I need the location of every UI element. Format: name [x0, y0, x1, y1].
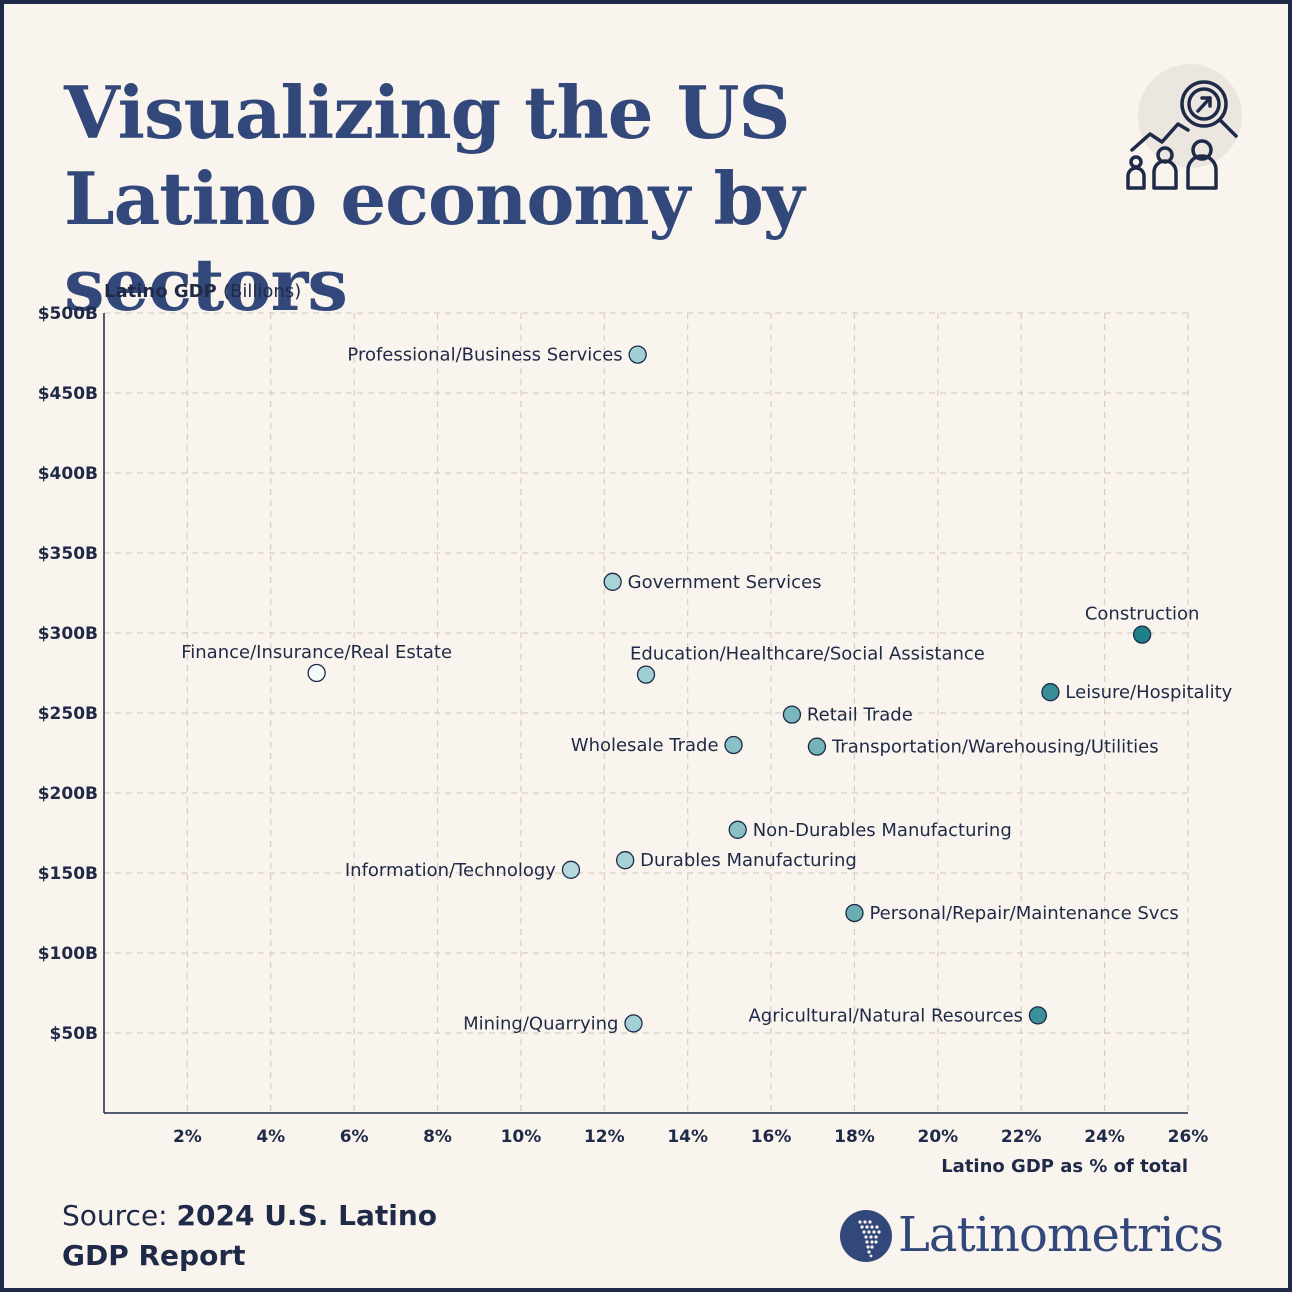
- data-label: Retail Trade: [807, 705, 913, 726]
- data-point: [724, 735, 743, 755]
- data-point: [1132, 625, 1152, 644]
- x-tick-label: 4%: [256, 1127, 285, 1147]
- brand-logo: Latinometrics: [840, 1204, 1260, 1270]
- y-tick-label: $500B: [38, 304, 98, 324]
- x-tick-label: 24%: [1084, 1127, 1125, 1147]
- data-label: Transportation/Warehousing/Utilities: [831, 737, 1159, 758]
- source-lead: Source:: [62, 1199, 177, 1232]
- data-label: Non-Durables Manufacturing: [753, 820, 1012, 841]
- x-tick-label: 6%: [340, 1127, 369, 1147]
- data-label: Wholesale Trade: [571, 735, 719, 756]
- data-label: Personal/Repair/Maintenance Svcs: [869, 903, 1178, 924]
- y-tick-label: $300B: [38, 624, 98, 644]
- data-label: Mining/Quarrying: [463, 1013, 618, 1034]
- latin-america-map-icon: [840, 1210, 892, 1262]
- data-label: Durables Manufacturing: [640, 850, 857, 871]
- data-point: [624, 1014, 643, 1033]
- data-point: [628, 345, 647, 364]
- data-point: [636, 665, 656, 684]
- data-point: [561, 860, 581, 879]
- data-point: [1028, 1006, 1048, 1025]
- data-label: Education/Healthcare/Social Assistance: [630, 644, 985, 665]
- page-title: Visualizing the US Latino economy by sec…: [64, 70, 805, 327]
- data-point: [603, 572, 622, 591]
- data-label: Information/Technology: [345, 860, 556, 881]
- data-point: [728, 820, 747, 839]
- x-tick-label: 18%: [834, 1127, 875, 1147]
- data-point: [307, 663, 326, 683]
- x-tick-label: 14%: [667, 1127, 708, 1147]
- data-point: [1041, 683, 1060, 702]
- x-tick-label: 2%: [173, 1127, 202, 1147]
- infographic-frame: Visualizing the US Latino economy by sec…: [4, 4, 1288, 1288]
- source-note: Source: 2024 U.S. Latino GDP Report: [62, 1196, 437, 1276]
- data-point: [845, 903, 864, 923]
- scatter-chart: 2% 4% 6% 8% 10% 12% 14% 16% 18% 20% 22% 24% 26% $50B $…: [38, 281, 1233, 1177]
- y-axis-title: Latino GDP (Billions): [104, 281, 301, 302]
- growth-analysis-people-icon: [1126, 64, 1242, 190]
- source-title-line2: GDP Report: [62, 1239, 246, 1272]
- x-tick-label: 22%: [1001, 1127, 1042, 1147]
- x-axis-title: Latino GDP as % of total: [941, 1156, 1188, 1177]
- data-label: Finance/Insurance/Real Estate: [181, 642, 452, 663]
- y-tick-label: $200B: [38, 784, 98, 804]
- y-tick-label: $150B: [38, 864, 98, 884]
- data-label: Leisure/Hospitality: [1065, 682, 1232, 703]
- data-label: Agricultural/Natural Resources: [748, 1005, 1022, 1026]
- x-tick-label: 16%: [751, 1127, 792, 1147]
- data-label: Construction: [1085, 604, 1200, 625]
- source-title-line1: 2024 U.S. Latino: [176, 1199, 438, 1232]
- y-tick-label: $450B: [38, 384, 98, 404]
- x-tick-label: 10%: [501, 1127, 542, 1147]
- data-label: Government Services: [628, 572, 822, 593]
- y-tick-label: $250B: [38, 704, 98, 724]
- y-tick-label: $350B: [38, 544, 98, 564]
- x-tick-label: 8%: [423, 1127, 452, 1147]
- data-point: [807, 737, 827, 756]
- data-point: [782, 705, 802, 724]
- data-label: Professional/Business Services: [347, 345, 622, 366]
- x-tick-label: 20%: [917, 1127, 958, 1147]
- y-tick-label: $50B: [50, 1024, 98, 1044]
- x-tick-label: 12%: [584, 1127, 625, 1147]
- y-tick-label: $100B: [38, 944, 98, 964]
- y-tick-label: $400B: [38, 464, 98, 484]
- x-tick-label: 26%: [1168, 1127, 1209, 1147]
- data-point: [616, 851, 635, 870]
- brand-name: Latinometrics: [898, 1207, 1224, 1263]
